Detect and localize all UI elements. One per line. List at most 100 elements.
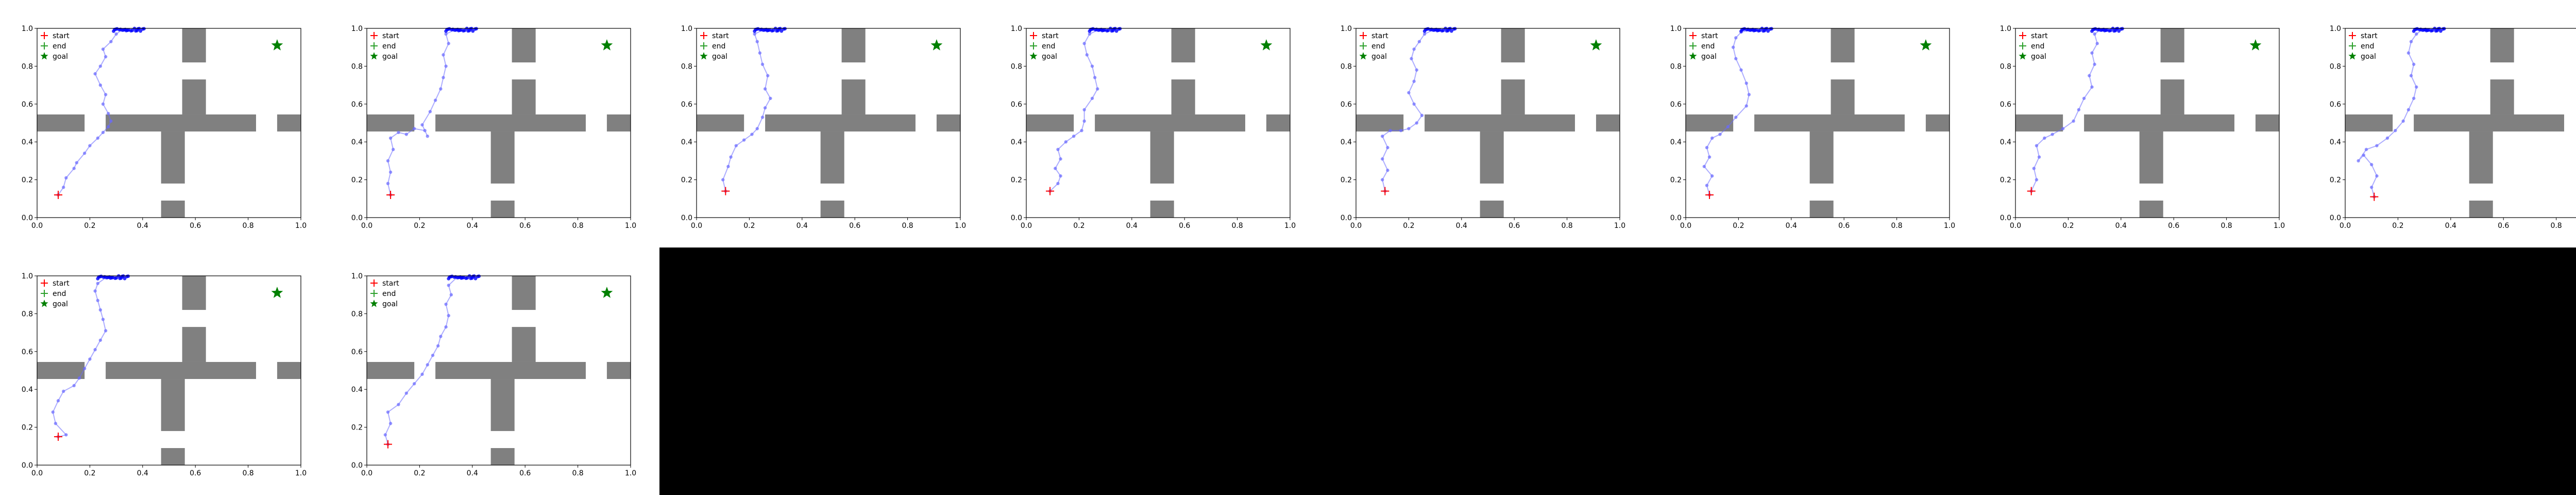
x-tick-label: 0.6: [1509, 222, 1520, 230]
trajectory-point: [1726, 125, 1730, 129]
x-tick-label: 0.2: [84, 222, 95, 230]
maze-wall: [161, 200, 185, 218]
y-tick-label: 0.8: [681, 62, 692, 71]
trajectory-point: [442, 76, 445, 79]
x-tick-label: 0.0: [31, 222, 43, 230]
trajectory-point: [388, 170, 393, 174]
start-marker: [386, 190, 395, 199]
trajectory-point: [721, 178, 725, 182]
trajectory-point: [404, 133, 408, 136]
x-tick-label: 0.8: [1891, 222, 1902, 230]
legend: start end goal: [370, 32, 399, 61]
trajectory-point: [1415, 68, 1418, 72]
y-tick-label: 0.4: [1341, 138, 1352, 146]
trajectory-point: [2035, 144, 2039, 147]
legend-end-marker: [370, 290, 378, 297]
y-tick-label: 0.0: [22, 461, 33, 470]
trajectory-point: [51, 410, 55, 414]
axes-frame: [366, 275, 631, 466]
y-tick-label: 0.0: [351, 461, 363, 470]
trajectory-point: [62, 389, 65, 393]
axes-frame: [37, 28, 301, 218]
legend-goal-marker: [700, 52, 708, 60]
panel-7: 0.0 0.2 0.4 0.6 0.8 1.0 0.0 0.2 0.4 0.6 0.8 1.0 star…: [2000, 25, 2285, 230]
start-marker: [1046, 187, 1055, 195]
trajectory-point: [2032, 167, 2036, 170]
trajectory-point: [2099, 28, 2103, 32]
x-tick-label: 1.0: [625, 469, 636, 477]
trajectory-point: [1388, 128, 1392, 133]
legend-end-marker: [370, 42, 378, 50]
x-tick-label: 0.4: [1786, 222, 1797, 230]
y-tick-label: 0.6: [351, 348, 363, 356]
trajectory-point: [449, 293, 453, 296]
trajectory-point: [1407, 127, 1411, 130]
maze-wall: [1171, 79, 1195, 114]
maze-wall: [1425, 114, 1575, 132]
trajectory-point: [96, 136, 99, 140]
y-tick-label: 1.0: [351, 272, 363, 280]
x-tick-label: 0.6: [519, 469, 531, 477]
trajectory-point: [105, 276, 109, 279]
trajectory-point: [473, 27, 477, 31]
legend-goal-label: goal: [382, 53, 398, 61]
legend-start-label: start: [382, 32, 399, 40]
maze-wall: [512, 79, 536, 114]
panel-8: 0.00.20.40.60.81.00.00.20.40.60.81.0star…: [2330, 25, 2576, 230]
trajectory-point: [1399, 128, 1403, 133]
trajectory-point: [109, 119, 113, 123]
x-tick-label: 0.0: [1680, 222, 1691, 230]
trajectory-point: [1702, 164, 1706, 169]
trajectory-point: [758, 28, 762, 31]
trajectory-point: [107, 111, 110, 116]
trajectory-point: [1412, 102, 1416, 106]
trajectory-line: [384, 277, 457, 444]
axes-frame: [1685, 28, 1950, 218]
x-tick-label: 0.8: [572, 222, 583, 230]
maze-wall: [1480, 200, 1504, 218]
legend-start-marker: [1030, 32, 1037, 39]
trajectory-point: [471, 274, 475, 278]
trajectory-point: [2406, 108, 2411, 112]
trajectory-point: [447, 42, 450, 45]
legend-start-label: start: [382, 279, 399, 288]
trajectory-point: [452, 275, 456, 279]
trajectory-point: [2037, 155, 2041, 159]
maze-wall: [765, 114, 916, 132]
trajectory-point: [1734, 36, 1738, 40]
maze-wall: [2160, 79, 2184, 114]
legend-start-marker: [2349, 32, 2356, 39]
y-tick-label: 0.6: [351, 101, 363, 109]
trajectory-point: [62, 186, 65, 189]
x-tick-label: 0.2: [414, 222, 425, 230]
trajectory-point: [113, 276, 117, 280]
panel-1: 0.0 0.2 0.4 0.6 0.8 1.0 0.0 0.2 0.4 0.6 0.8 1.0 star…: [22, 25, 307, 230]
panel-6: 0.0 0.2 0.4 0.6 0.8 1.0 0.0 0.2 0.4 0.6 0.8 1.0 star…: [1670, 25, 1955, 230]
trajectory-point: [742, 138, 746, 142]
trajectory-point: [770, 29, 774, 33]
axes-frame: [1355, 28, 1620, 218]
maze-wall: [277, 361, 301, 380]
y-tick-label: 0.0: [1341, 214, 1352, 222]
y-tick-label: 0.0: [1011, 214, 1022, 222]
trajectory-point: [1710, 174, 1714, 178]
maze-wall: [367, 114, 415, 132]
trajectory-point: [444, 302, 448, 306]
trajectory-point: [2088, 74, 2091, 77]
axes-frame: [366, 28, 631, 218]
x-tick-label: 1.0: [625, 222, 636, 230]
maze-wall: [1596, 114, 1620, 132]
trajectory-point: [1090, 64, 1094, 68]
maze-wall: [1754, 114, 1905, 132]
trajectory-point: [777, 27, 781, 31]
maze-wall: [606, 361, 631, 380]
trajectory-point: [2114, 27, 2119, 31]
x-tick-label: 0.8: [1231, 222, 1243, 230]
maze-wall: [435, 114, 586, 132]
maze-wall: [2490, 79, 2514, 114]
maze-wall: [2084, 114, 2234, 132]
legend-end-label: end: [1371, 42, 1385, 51]
trajectory-point: [753, 32, 756, 36]
trajectory-point: [2061, 127, 2065, 130]
trajectory-point: [1082, 108, 1086, 112]
